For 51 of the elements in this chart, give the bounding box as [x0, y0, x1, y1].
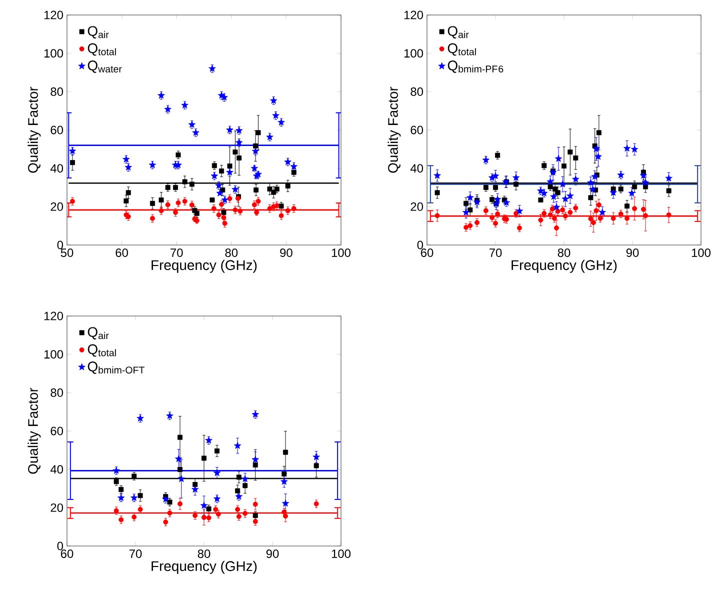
y-axis-title: Quality Factor — [28, 388, 41, 474]
legend-label: Q$_{air}$ — [88, 26, 109, 38]
y-tick-label: 60 — [410, 126, 424, 134]
x-tick-label: 70 — [489, 248, 502, 257]
y-tick-label: 120 — [44, 312, 64, 320]
legend-label: Q$_{bmim-PF6}$ — [448, 60, 504, 73]
legend-label: Q$_{bmim-OFT}$ — [88, 362, 144, 374]
y-tick-label: 80 — [410, 87, 424, 96]
x-tick-label: 100 — [332, 248, 351, 257]
x-tick-label: 100 — [332, 550, 351, 558]
x-tick-label: 50 — [60, 248, 74, 257]
y-tick-label: 100 — [44, 350, 64, 359]
x-tick-label: 80 — [225, 248, 238, 257]
legend-label: Q$_{total}$ — [448, 43, 476, 56]
legend-label: Q$_{air}$ — [448, 26, 469, 38]
y-tick-label: 60 — [50, 126, 64, 134]
x-tick-label: 90 — [266, 550, 279, 558]
x-axis-title: Frequency (GHz) — [152, 560, 257, 574]
x-tick-label: 60 — [420, 248, 434, 257]
x-tick-label: 70 — [129, 550, 142, 558]
legend-label: Q$_{total}$ — [88, 43, 116, 56]
x-tick-label: 70 — [170, 248, 183, 257]
y-tick-label: 0 — [417, 240, 424, 250]
y-tick-label: 40 — [410, 164, 424, 173]
y-tick-label: 20 — [410, 202, 424, 211]
x-tick-label: 80 — [198, 550, 210, 558]
y-axis-title: Quality Factor — [388, 86, 401, 173]
y-tick-label: 120 — [404, 10, 424, 20]
x-axis-title: Frequency (GHz) — [512, 260, 617, 273]
y-tick-label: 20 — [50, 503, 64, 512]
y-axis-title: Quality Factor — [28, 86, 41, 173]
x-tick-label: 90 — [280, 248, 292, 257]
x-tick-label: 100 — [692, 248, 711, 257]
y-tick-label: 100 — [404, 49, 424, 58]
y-tick-label: 20 — [50, 202, 64, 211]
legend-label: Q$_{water}$ — [88, 60, 122, 73]
x-tick-label: 80 — [558, 248, 570, 257]
y-tick-label: 0 — [57, 240, 64, 250]
x-tick-label: 60 — [116, 248, 128, 257]
y-tick-label: 0 — [57, 542, 64, 550]
y-tick-label: 120 — [44, 10, 64, 20]
y-tick-label: 80 — [50, 87, 64, 96]
y-tick-label: 40 — [50, 164, 64, 173]
x-axis-title: Frequency (GHz) — [152, 260, 257, 273]
y-tick-label: 100 — [44, 49, 64, 58]
legend-label: Q$_{total}$ — [88, 344, 116, 357]
y-tick-label: 80 — [50, 388, 64, 397]
y-tick-label: 40 — [50, 465, 64, 474]
x-tick-label: 90 — [626, 248, 639, 257]
y-tick-label: 60 — [50, 426, 64, 436]
legend-label: Q$_{air}$ — [88, 327, 109, 340]
